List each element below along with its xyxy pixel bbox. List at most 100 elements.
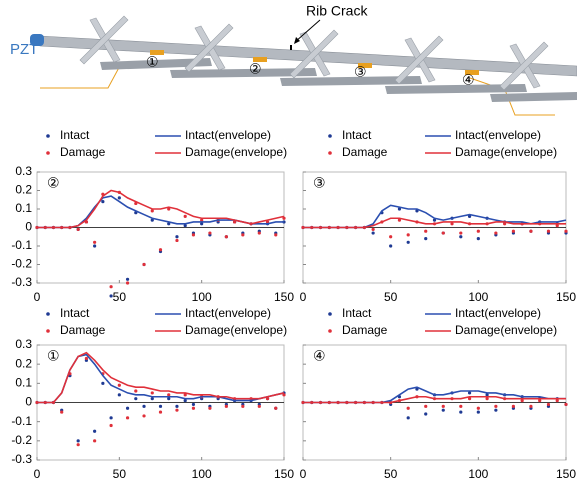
data-point — [546, 229, 551, 233]
data-point — [467, 391, 472, 395]
wire — [469, 77, 555, 116]
data-point — [476, 406, 480, 410]
legend-label: Intact(envelope) — [455, 128, 541, 142]
data-point — [241, 233, 245, 237]
legend-label: Intact(envelope) — [185, 128, 271, 142]
data-point — [397, 207, 402, 211]
data-point — [511, 229, 515, 233]
data-point — [150, 209, 154, 213]
x-tick-label: 150 — [556, 290, 576, 304]
sensor-label: ② — [249, 61, 262, 77]
legend-marker — [46, 312, 50, 316]
y-tick-label: 0.3 — [15, 337, 32, 351]
data-point — [60, 410, 64, 414]
rib-beam — [100, 58, 212, 70]
data-point — [233, 220, 237, 224]
y-tick-label: 0.2 — [15, 356, 32, 370]
envelope-line — [303, 217, 566, 229]
data-point — [150, 397, 154, 401]
data-point — [158, 248, 163, 252]
rib-beam — [170, 68, 317, 78]
arrow-head — [294, 37, 300, 44]
data-point — [389, 235, 393, 239]
data-point — [564, 402, 568, 407]
x-tick-label: 100 — [468, 290, 488, 304]
data-point — [125, 277, 130, 281]
data-point — [175, 235, 179, 239]
legend-label: Damage(envelope) — [185, 323, 287, 337]
sensors — [150, 50, 479, 75]
x-tick-label: 100 — [192, 290, 212, 304]
data-point — [467, 214, 472, 218]
rib-beam — [280, 76, 422, 86]
data-point — [167, 207, 171, 211]
data-point — [76, 227, 80, 231]
data-point — [117, 393, 121, 397]
y-tick-label: 0 — [25, 395, 32, 409]
data-point — [183, 393, 187, 397]
data-point — [265, 220, 270, 224]
data-point — [450, 222, 454, 226]
y-tick-label: 0.2 — [15, 183, 32, 197]
data-point — [158, 410, 163, 414]
data-point — [142, 414, 146, 418]
y-tick-label: 0.3 — [15, 164, 32, 178]
legend-marker — [46, 329, 50, 333]
data-point — [125, 416, 130, 420]
data-point — [564, 229, 568, 233]
data-point — [476, 237, 480, 241]
rib-beam — [490, 92, 577, 102]
data-point — [84, 356, 88, 361]
data-point — [191, 406, 196, 410]
data-point — [538, 398, 542, 403]
sensor-label: ① — [146, 54, 159, 70]
data-point — [109, 294, 113, 298]
legend-label: Intact — [60, 128, 90, 142]
data-point — [208, 406, 212, 410]
data-point — [265, 397, 270, 401]
data-point — [93, 244, 97, 248]
legend-marker — [328, 151, 332, 155]
data-point — [555, 224, 559, 228]
data-point — [441, 231, 445, 235]
y-tick-label: -0.3 — [11, 275, 32, 289]
x-tick-label: 0 — [34, 467, 41, 481]
data-point — [93, 429, 97, 433]
data-point — [424, 404, 428, 408]
data-point — [406, 233, 410, 237]
data-point — [191, 402, 196, 407]
y-tick-label: -0.1 — [11, 414, 32, 428]
data-point — [101, 200, 105, 204]
data-point — [467, 397, 472, 401]
data-point — [459, 231, 463, 235]
data-point — [241, 404, 245, 408]
x-tick-label: 0 — [34, 290, 41, 304]
data-point — [371, 227, 375, 231]
data-point — [529, 229, 533, 233]
data-point — [93, 439, 97, 443]
panel-label: ③ — [313, 175, 326, 191]
data-point — [476, 229, 480, 233]
y-tick-label: -0.2 — [11, 257, 32, 271]
y-tick-label: 0.1 — [15, 376, 32, 390]
legend-marker — [328, 134, 332, 138]
legend-label: Intact — [342, 128, 372, 142]
data-point — [109, 285, 113, 289]
x-tick-label: 50 — [113, 290, 127, 304]
data-point — [224, 235, 228, 239]
data-point — [125, 406, 130, 410]
data-point — [150, 218, 154, 222]
y-tick-label: 0 — [25, 220, 32, 234]
x-tick-label: 50 — [384, 290, 398, 304]
data-point — [183, 214, 187, 218]
data-point — [257, 404, 261, 408]
rib-beam — [385, 84, 527, 94]
envelope-line — [37, 351, 285, 404]
pzt-label: PZT — [10, 41, 38, 58]
legend-marker — [328, 329, 332, 333]
legend-label: Damage(envelope) — [455, 323, 557, 337]
data-point — [424, 237, 428, 241]
legend-marker — [46, 134, 50, 138]
